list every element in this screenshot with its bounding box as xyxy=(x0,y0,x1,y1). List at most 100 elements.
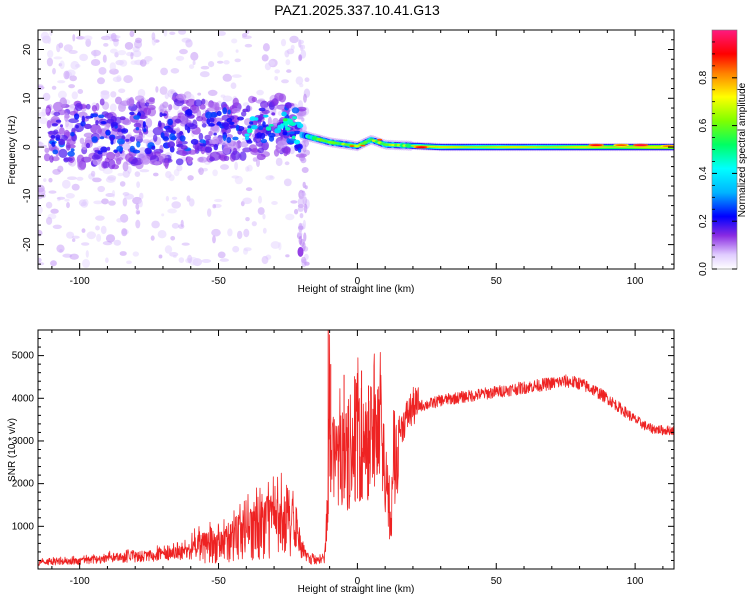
spectrogram-cell xyxy=(49,155,54,163)
spectrogram-cell xyxy=(122,197,128,207)
spectrogram-cell xyxy=(97,185,105,193)
spectrogram-cell xyxy=(106,118,115,124)
spectrogram-cell xyxy=(231,150,241,161)
snr-x-tick-label: 0 xyxy=(355,576,361,587)
spectrogram-cell xyxy=(225,134,233,139)
spectrogram-cell xyxy=(134,171,141,178)
spectrogram-cell xyxy=(59,60,65,70)
spectrogram-cell xyxy=(251,148,259,153)
spectrogram-cell xyxy=(53,56,63,60)
spectrogram-cell xyxy=(234,58,241,63)
spectrogram-cell xyxy=(282,131,288,136)
spectrogram-cell xyxy=(168,104,173,111)
spectrogram-cell xyxy=(178,257,185,263)
spectrogram-cell xyxy=(644,146,649,148)
spectrogram-cell xyxy=(201,98,206,105)
snr-y-tick-label: 2000 xyxy=(12,479,35,490)
spectrogram-cell xyxy=(219,258,229,262)
spectrogram-cell xyxy=(647,146,652,148)
spectrogram-cell xyxy=(126,260,132,265)
spectrogram-cell xyxy=(245,187,253,192)
spectrogram-cell xyxy=(117,50,127,56)
spectrogram-cell xyxy=(209,151,221,161)
spectrogram-cell xyxy=(271,201,278,205)
spectrogram-cell xyxy=(256,132,262,139)
spectrogram-cell xyxy=(139,59,147,67)
spectrogram-cell xyxy=(124,193,134,200)
spectrogram-cell xyxy=(226,137,232,143)
spectrogram-cell xyxy=(285,59,291,66)
spectrogram-cell xyxy=(154,161,161,166)
spectrogram-cell xyxy=(122,170,130,178)
spectrogram-cell xyxy=(251,124,258,130)
spectrogram-cell xyxy=(244,135,250,141)
spectrogram-cell xyxy=(280,38,287,47)
spectrogram-cell xyxy=(444,146,449,148)
spectrogram-cell xyxy=(50,260,57,267)
spectrogram-x-tick-label: 100 xyxy=(627,276,644,287)
spectrogram-cell xyxy=(261,141,269,151)
spectrogram-cell xyxy=(71,235,80,239)
spectrogram-cell xyxy=(71,91,79,100)
spectrogram-cell xyxy=(105,234,116,243)
spectrogram-cell xyxy=(207,208,212,217)
spectrogram-cell xyxy=(86,231,97,240)
spectrogram-cell xyxy=(46,57,54,67)
spectrogram-cell xyxy=(430,146,436,148)
spectrogram-cell xyxy=(136,181,141,189)
spectrogram-cell xyxy=(247,128,251,134)
spectrogram-cell xyxy=(192,60,196,66)
spectrogram-cell xyxy=(377,138,383,141)
spectrogram-cell xyxy=(567,146,572,148)
spectrogram-x-ticks: -100 -50 0 50 100 xyxy=(51,30,664,287)
spectrogram-cell xyxy=(117,172,124,177)
spectrogram-cell xyxy=(40,31,50,40)
spectrogram-cell xyxy=(103,43,109,47)
spectrogram-cell xyxy=(245,217,250,222)
spectrogram-cell xyxy=(58,138,66,146)
spectrogram-cell xyxy=(293,130,301,135)
spectrogram-cell xyxy=(77,89,84,94)
spectrogram-cell xyxy=(577,146,582,148)
spectrogram-cell xyxy=(52,168,61,175)
spectrogram-cell xyxy=(597,146,602,148)
spectrogram-cell xyxy=(60,124,63,128)
spectrogram-cell xyxy=(81,115,86,123)
spectrogram-cell xyxy=(48,190,57,194)
spectrogram-cell xyxy=(133,134,144,139)
spectrogram-cell xyxy=(520,146,526,148)
spectrogram-y-label: Frequency (Hz) xyxy=(7,116,18,185)
spectrogram-cell xyxy=(574,146,579,148)
spectrogram-cell xyxy=(171,196,178,200)
spectrogram-cell xyxy=(222,107,228,115)
spectrogram-cell xyxy=(260,138,268,144)
spectrogram-cell xyxy=(180,145,188,150)
spectrogram-cell xyxy=(243,247,252,252)
spectrogram-cell xyxy=(662,145,674,147)
spectrogram-cell xyxy=(52,149,59,155)
spectrogram-cell xyxy=(83,35,93,41)
spectrogram-cell xyxy=(197,92,202,96)
spectrogram-cell xyxy=(63,157,73,162)
spectrogram-cell xyxy=(161,213,165,217)
spectrogram-cell xyxy=(222,95,233,102)
spectrogram-cell xyxy=(477,146,482,148)
spectrogram-cell xyxy=(99,98,105,106)
spectrogram-cell xyxy=(90,170,96,177)
spectrogram-cell xyxy=(142,121,146,128)
spectrogram-cell xyxy=(293,139,301,145)
spectrogram-cell xyxy=(185,39,193,48)
spectrogram-cell xyxy=(304,185,308,190)
spectrogram-cell xyxy=(437,146,442,148)
spectrogram-cell xyxy=(50,208,59,214)
spectrogram-cell xyxy=(178,30,187,35)
snr-y-tick-label: 4000 xyxy=(12,393,35,404)
spectrogram-cell xyxy=(276,140,288,148)
spectrogram-cell xyxy=(301,117,305,122)
spectrogram-cell xyxy=(181,149,187,157)
spectrogram-cell xyxy=(450,146,456,148)
spectrogram-cell xyxy=(71,183,80,191)
spectrogram-cell xyxy=(44,147,50,153)
spectrogram-cell xyxy=(179,135,186,142)
